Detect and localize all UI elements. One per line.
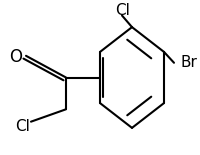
Text: Cl: Cl [16,119,30,134]
Text: Br: Br [181,55,198,70]
Text: O: O [10,48,22,66]
Text: Cl: Cl [116,3,130,18]
